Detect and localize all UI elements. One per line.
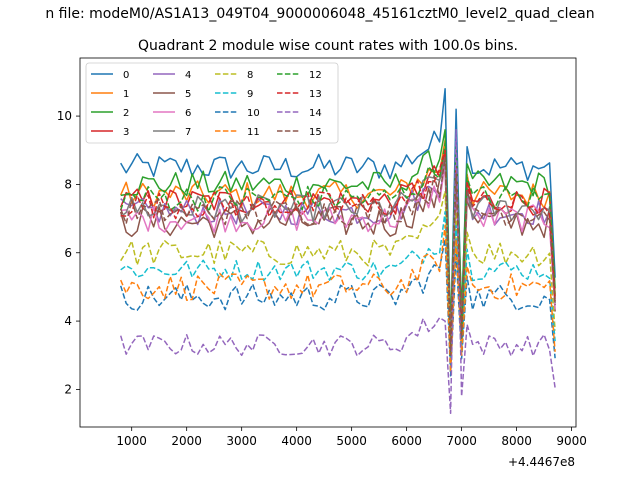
legend-label-14: 14	[309, 108, 322, 119]
y-tick-label: 4	[64, 314, 72, 328]
y-tick-label: 10	[57, 109, 72, 123]
legend-label-3: 3	[123, 127, 129, 138]
y-tick-label: 8	[64, 177, 72, 191]
x-tick-label: 6000	[391, 434, 422, 448]
chart-title: Quadrant 2 module wise count rates with …	[138, 38, 518, 54]
legend-label-8: 8	[247, 70, 253, 81]
series-lines	[119, 88, 556, 415]
series-line-10	[119, 238, 556, 377]
x-tick-label: 7000	[446, 434, 477, 448]
legend-label-2: 2	[123, 108, 129, 119]
legend-label-10: 10	[247, 108, 260, 119]
series-line-11	[120, 224, 556, 374]
legend-label-12: 12	[309, 70, 322, 81]
x-tick-label: 8000	[501, 434, 532, 448]
legend-label-7: 7	[185, 127, 191, 138]
series-line-8	[120, 190, 556, 360]
legend-label-5: 5	[185, 89, 191, 100]
legend-label-9: 9	[247, 89, 253, 100]
legend-label-1: 1	[123, 89, 129, 100]
x-tick-label: 3000	[226, 434, 257, 448]
series-line-0	[120, 88, 556, 339]
series-line-13	[120, 149, 556, 353]
series-line-9	[120, 211, 556, 370]
legend-box	[85, 62, 339, 144]
series-line-2	[120, 129, 556, 329]
series-line-12	[119, 142, 556, 357]
y-tick-label: 2	[64, 382, 72, 396]
series-line-3	[119, 149, 556, 346]
y-tick-label: 6	[64, 246, 72, 260]
legend-label-6: 6	[185, 108, 191, 119]
series-line-5	[119, 166, 556, 363]
series-line-14	[119, 129, 556, 415]
legend-label-4: 4	[185, 70, 191, 81]
legend-label-11: 11	[247, 127, 260, 138]
series-line-7	[120, 156, 556, 343]
legend-label-15: 15	[309, 127, 322, 138]
x-tick-label: 2000	[171, 434, 202, 448]
series-line-1	[120, 139, 556, 357]
figure-suptitle: n file: modeM0/AS1A13_049T04_9000006048_…	[45, 6, 594, 22]
plot-frame	[79, 57, 577, 428]
x-axis: 1000 2000 3000 4000 5000 6000 7000 8000 9000	[116, 427, 587, 448]
series-line-6	[120, 163, 556, 350]
series-line-15	[119, 156, 556, 357]
x-tick-label: 4000	[281, 434, 312, 448]
y-axis: 2 4 6 8 10	[57, 109, 80, 396]
legend-label-13: 13	[309, 89, 322, 100]
legend-label-0: 0	[123, 70, 129, 81]
x-offset-label: +4.4467e8	[508, 455, 575, 469]
x-tick-label: 5000	[336, 434, 367, 448]
x-tick-label: 1000	[116, 434, 147, 448]
x-tick-label: 9000	[556, 434, 587, 448]
